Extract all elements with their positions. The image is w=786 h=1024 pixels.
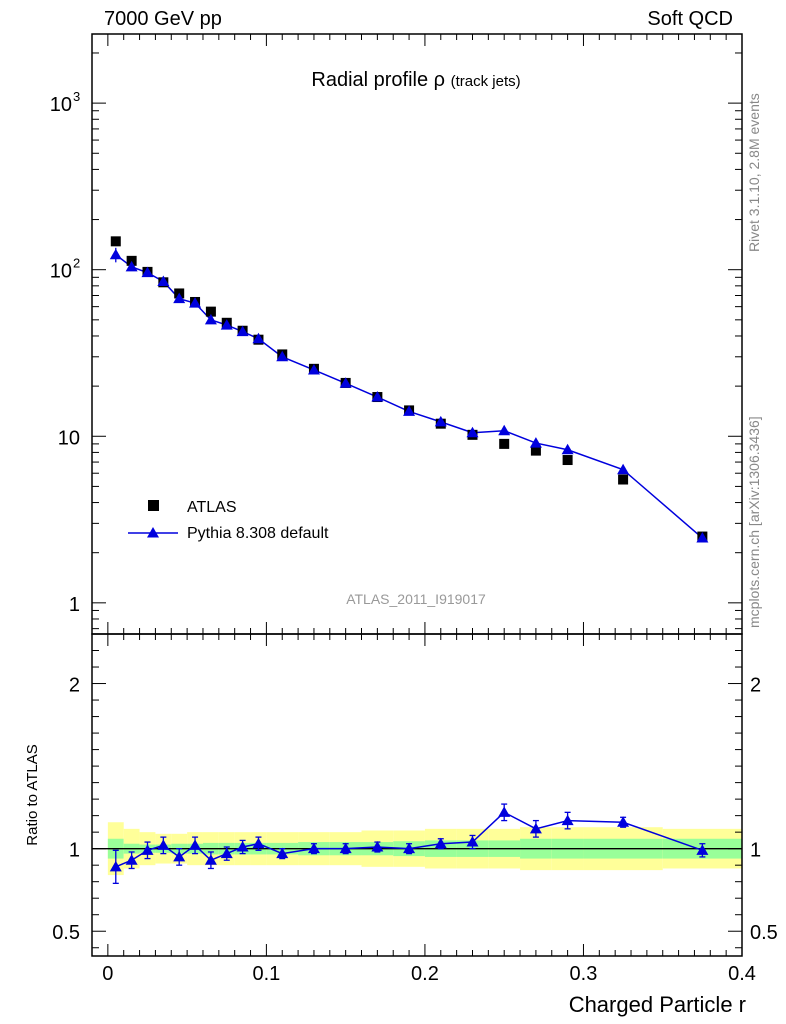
- atlas-data-point: [205, 306, 216, 317]
- pythia-data-point: [252, 332, 265, 344]
- pythia-ratio-point: [220, 847, 233, 859]
- pythia-data-point: [141, 266, 154, 278]
- x-tick-label: 0.2: [411, 963, 439, 985]
- pythia-data-point: [617, 463, 630, 475]
- pythia-ratio-point: [276, 847, 289, 859]
- legend-atlas-marker: [148, 500, 159, 511]
- legend-pythia-label: Pythia 8.308 default: [187, 525, 329, 542]
- pythia-data-point: [204, 313, 217, 325]
- legend-pythia-marker: [147, 527, 159, 538]
- pythia-ratio-point: [307, 842, 320, 854]
- pythia-data-point: [157, 275, 170, 286]
- y-tick-exponent: 2: [73, 256, 80, 271]
- energy-label: 7000 GeV pp: [104, 8, 222, 30]
- atlas-data-point: [110, 236, 121, 247]
- ratio-y-tick-label-right: 2: [750, 675, 761, 697]
- y-tick-label: 10: [58, 427, 80, 449]
- process-label: Soft QCD: [647, 8, 733, 30]
- pythia-data-point: [561, 443, 574, 455]
- x-axis-label: Charged Particle r: [569, 992, 746, 1017]
- pythia-ratio-point: [371, 841, 384, 852]
- atlas-data-point: [530, 445, 541, 456]
- ratio-y-tick-label-right: 0.5: [750, 922, 778, 944]
- atlas-data-point: [126, 255, 137, 266]
- atlas-data-point: [618, 474, 629, 485]
- ratio-y-axis-label: Ratio to ATLAS: [24, 744, 41, 845]
- pythia-ratio-point: [204, 854, 217, 865]
- pythia-ratio-point: [466, 836, 479, 847]
- pythia-data-point: [339, 377, 352, 388]
- pythia-data-point: [109, 248, 122, 260]
- pythia-ratio-point: [339, 842, 352, 854]
- ratio-y-tick-label: 0.5: [52, 922, 80, 944]
- legend-atlas-label: ATLAS: [187, 499, 237, 516]
- y-tick-label: 10: [50, 94, 72, 116]
- x-tick-label: 0.4: [728, 963, 756, 985]
- pythia-ratio-point: [561, 814, 574, 826]
- pythia-ratio-point: [173, 850, 186, 862]
- pythia-data-point: [434, 415, 447, 427]
- pythia-ratio-point: [529, 822, 542, 834]
- ratio-plot-frame: [91, 633, 743, 957]
- pythia-ratio-point: [109, 860, 122, 872]
- x-tick-label: 0: [102, 963, 113, 985]
- pythia-data-point: [498, 424, 511, 436]
- analysis-id-label: ATLAS_2011_I919017: [346, 591, 486, 607]
- pythia-series-line: [115, 254, 703, 539]
- pythia-ratio-point: [252, 837, 265, 849]
- pythia-data-point: [173, 292, 186, 304]
- pythia-ratio-point: [141, 844, 154, 855]
- pythia-data-point: [371, 391, 384, 402]
- pythia-data-point: [403, 405, 416, 416]
- pythia-data-point: [220, 319, 233, 330]
- pythia-ratio-point: [498, 806, 511, 817]
- x-tick-label: 0.1: [252, 963, 280, 985]
- pythia-ratio-point: [617, 816, 630, 827]
- pythia-ratio-point: [236, 841, 249, 852]
- pythia-data-point: [466, 426, 479, 438]
- pythia-data-point: [696, 532, 709, 543]
- pythia-ratio-point: [434, 837, 447, 849]
- pythia-data-point: [236, 325, 249, 337]
- pythia-ratio-point: [696, 844, 709, 855]
- pythia-ratio-point: [157, 839, 170, 850]
- atlas-data-point: [499, 438, 510, 449]
- pythia-data-point: [529, 437, 542, 448]
- pythia-ratio-point: [125, 854, 138, 865]
- ratio-y-tick-label: 1: [69, 840, 80, 862]
- x-tick-label: 0.3: [570, 963, 598, 985]
- atlas-data-point: [562, 455, 573, 466]
- ratio-y-tick-label: 2: [69, 675, 80, 697]
- pythia-data-point: [189, 297, 202, 308]
- pythia-ratio-point: [403, 842, 416, 854]
- main-plot-frame: [91, 33, 743, 635]
- pythia-ratio-line: [115, 811, 703, 868]
- pythia-data-point: [125, 260, 138, 272]
- ratio-y-tick-label-right: 1: [750, 840, 761, 862]
- y-tick-label: 10: [50, 261, 72, 283]
- pythia-data-point: [276, 350, 289, 362]
- pythia-data-point: [307, 363, 320, 375]
- y-tick-exponent: 3: [73, 89, 80, 104]
- chart-title: Radial profile ρ (track jets): [311, 69, 520, 91]
- y-tick-label: 1: [69, 594, 80, 616]
- pythia-ratio-point: [189, 839, 202, 850]
